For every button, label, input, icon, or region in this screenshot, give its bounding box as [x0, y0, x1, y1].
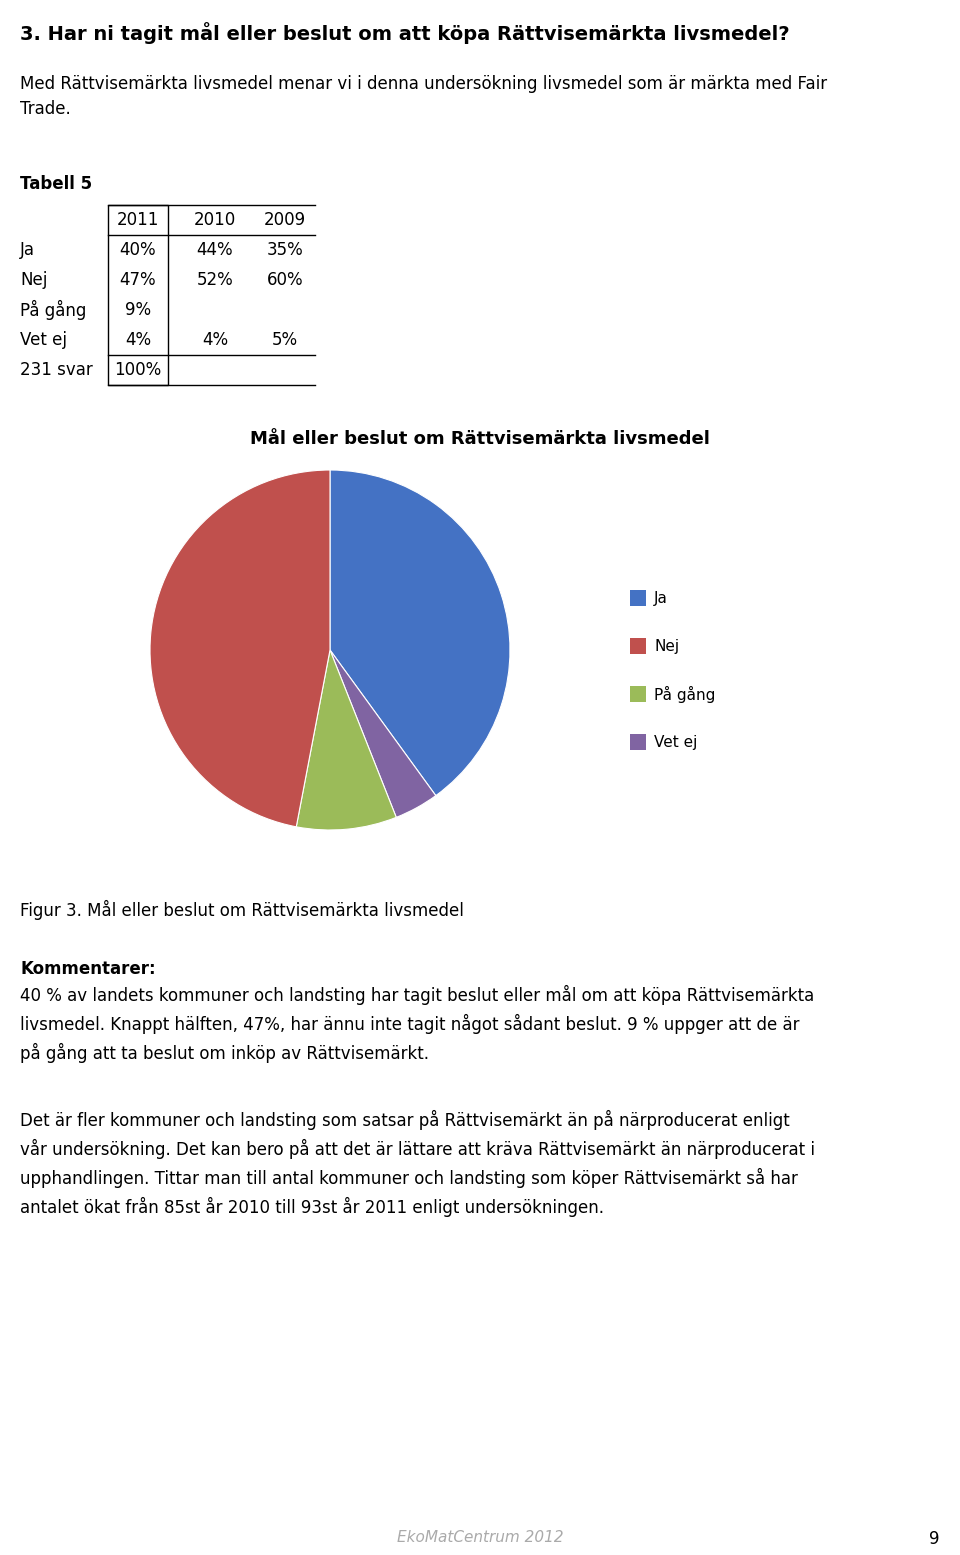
Text: 9%: 9%: [125, 302, 151, 319]
Text: 2011: 2011: [117, 211, 159, 229]
Text: Kommentarer:: Kommentarer:: [20, 959, 156, 978]
Text: Vet ej: Vet ej: [20, 331, 67, 348]
Text: 44%: 44%: [197, 241, 233, 260]
Text: 35%: 35%: [267, 241, 303, 260]
Text: Tabell 5: Tabell 5: [20, 176, 92, 193]
Text: Ja: Ja: [654, 591, 668, 605]
Bar: [108, 205, 168, 386]
Bar: [630, 734, 646, 750]
Text: Nej: Nej: [20, 271, 47, 289]
Text: Vet ej: Vet ej: [654, 734, 697, 750]
Text: 52%: 52%: [197, 271, 233, 289]
Text: Ja 40 %: Ja 40 %: [399, 636, 461, 655]
Text: 40 % av landets kommuner och landsting har tagit beslut eller mål om att köpa Rä: 40 % av landets kommuner och landsting h…: [20, 984, 814, 1064]
Text: EkoMatCentrum 2012: EkoMatCentrum 2012: [396, 1530, 564, 1546]
Text: 4%: 4%: [202, 331, 228, 348]
Bar: [630, 638, 646, 655]
Text: 2010: 2010: [194, 211, 236, 229]
Text: 2009: 2009: [264, 211, 306, 229]
Text: Nej  47 %: Nej 47 %: [215, 760, 295, 779]
Wedge shape: [297, 650, 396, 830]
Text: Mål eller beslut om Rättvisemärkta livsmedel: Mål eller beslut om Rättvisemärkta livsm…: [250, 431, 710, 448]
Wedge shape: [150, 470, 330, 827]
Text: 9: 9: [929, 1530, 940, 1547]
Text: Med Rättvisemärkta livsmedel menar vi i denna undersökning livsmedel som är märk: Med Rättvisemärkta livsmedel menar vi i …: [20, 75, 828, 118]
Text: 100%: 100%: [114, 361, 161, 379]
Text: 231 svar: 231 svar: [20, 361, 93, 379]
Text: Figur 3. Mål eller beslut om Rättvisemärkta livsmedel: Figur 3. Mål eller beslut om Rättvisemär…: [20, 900, 464, 921]
Wedge shape: [330, 470, 510, 796]
Text: 60%: 60%: [267, 271, 303, 289]
Text: Det är fler kommuner och landsting som satsar på Rättvisemärkt än på närproducer: Det är fler kommuner och landsting som s…: [20, 1110, 815, 1218]
Text: 40%: 40%: [120, 241, 156, 260]
Text: 3. Har ni tagit mål eller beslut om att köpa Rättvisemärkta livsmedel?: 3. Har ni tagit mål eller beslut om att …: [20, 22, 790, 44]
Text: 9 %: 9 %: [279, 521, 311, 540]
Text: 5%: 5%: [272, 331, 298, 348]
Wedge shape: [330, 650, 436, 818]
Bar: [630, 686, 646, 701]
Text: 47%: 47%: [120, 271, 156, 289]
Text: På gång: På gång: [20, 300, 86, 320]
Text: Ja: Ja: [20, 241, 35, 260]
Text: 4%: 4%: [125, 331, 151, 348]
Text: På gång: På gång: [654, 686, 715, 703]
Text: Nej: Nej: [654, 639, 679, 653]
Bar: [630, 589, 646, 606]
